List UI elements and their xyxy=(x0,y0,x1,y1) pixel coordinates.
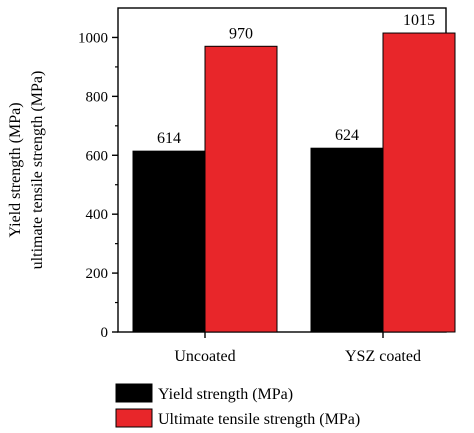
bar-uts-ysz-coated xyxy=(382,32,456,333)
y-axis-title-line: Yield strength (MPa) xyxy=(7,102,24,237)
plot-area: 0 200 400 600 800 1000 Uncoated 614 970 YSZ coate… xyxy=(78,7,456,365)
y-tick-label: 1000 xyxy=(78,30,108,46)
bar-data-label: 624 xyxy=(335,127,359,144)
y-axis-title-line: ultimate tensile strength (MPa) xyxy=(29,71,46,270)
bar-data-label: 614 xyxy=(157,130,181,147)
y-tick-label: 0 xyxy=(101,325,109,341)
y-tick-label: 200 xyxy=(86,266,109,282)
legend-label: Yield strength (MPa) xyxy=(158,386,293,403)
bar-yield-uncoated xyxy=(132,150,206,333)
x-category-label: Uncoated xyxy=(174,348,235,365)
bar-yield-ysz-coated xyxy=(310,147,384,333)
y-tick-label: 800 xyxy=(86,89,109,105)
legend-swatch xyxy=(115,383,153,403)
legend: Yield strength (MPa) Ultimate tensile str… xyxy=(115,383,360,428)
bar-data-label: 970 xyxy=(229,25,253,42)
x-category-label: YSZ coated xyxy=(345,348,421,365)
y-axis-title: Yield strength (MPa) ultimate tensile str… xyxy=(7,71,46,270)
y-tick-label: 600 xyxy=(86,148,109,164)
bar-data-label: 1015 xyxy=(403,12,435,29)
legend-swatch xyxy=(115,408,153,428)
legend-label: Ultimate tensile strength (MPa) xyxy=(158,411,360,428)
y-tick-label: 400 xyxy=(86,207,109,223)
bar-uts-uncoated xyxy=(204,45,278,333)
